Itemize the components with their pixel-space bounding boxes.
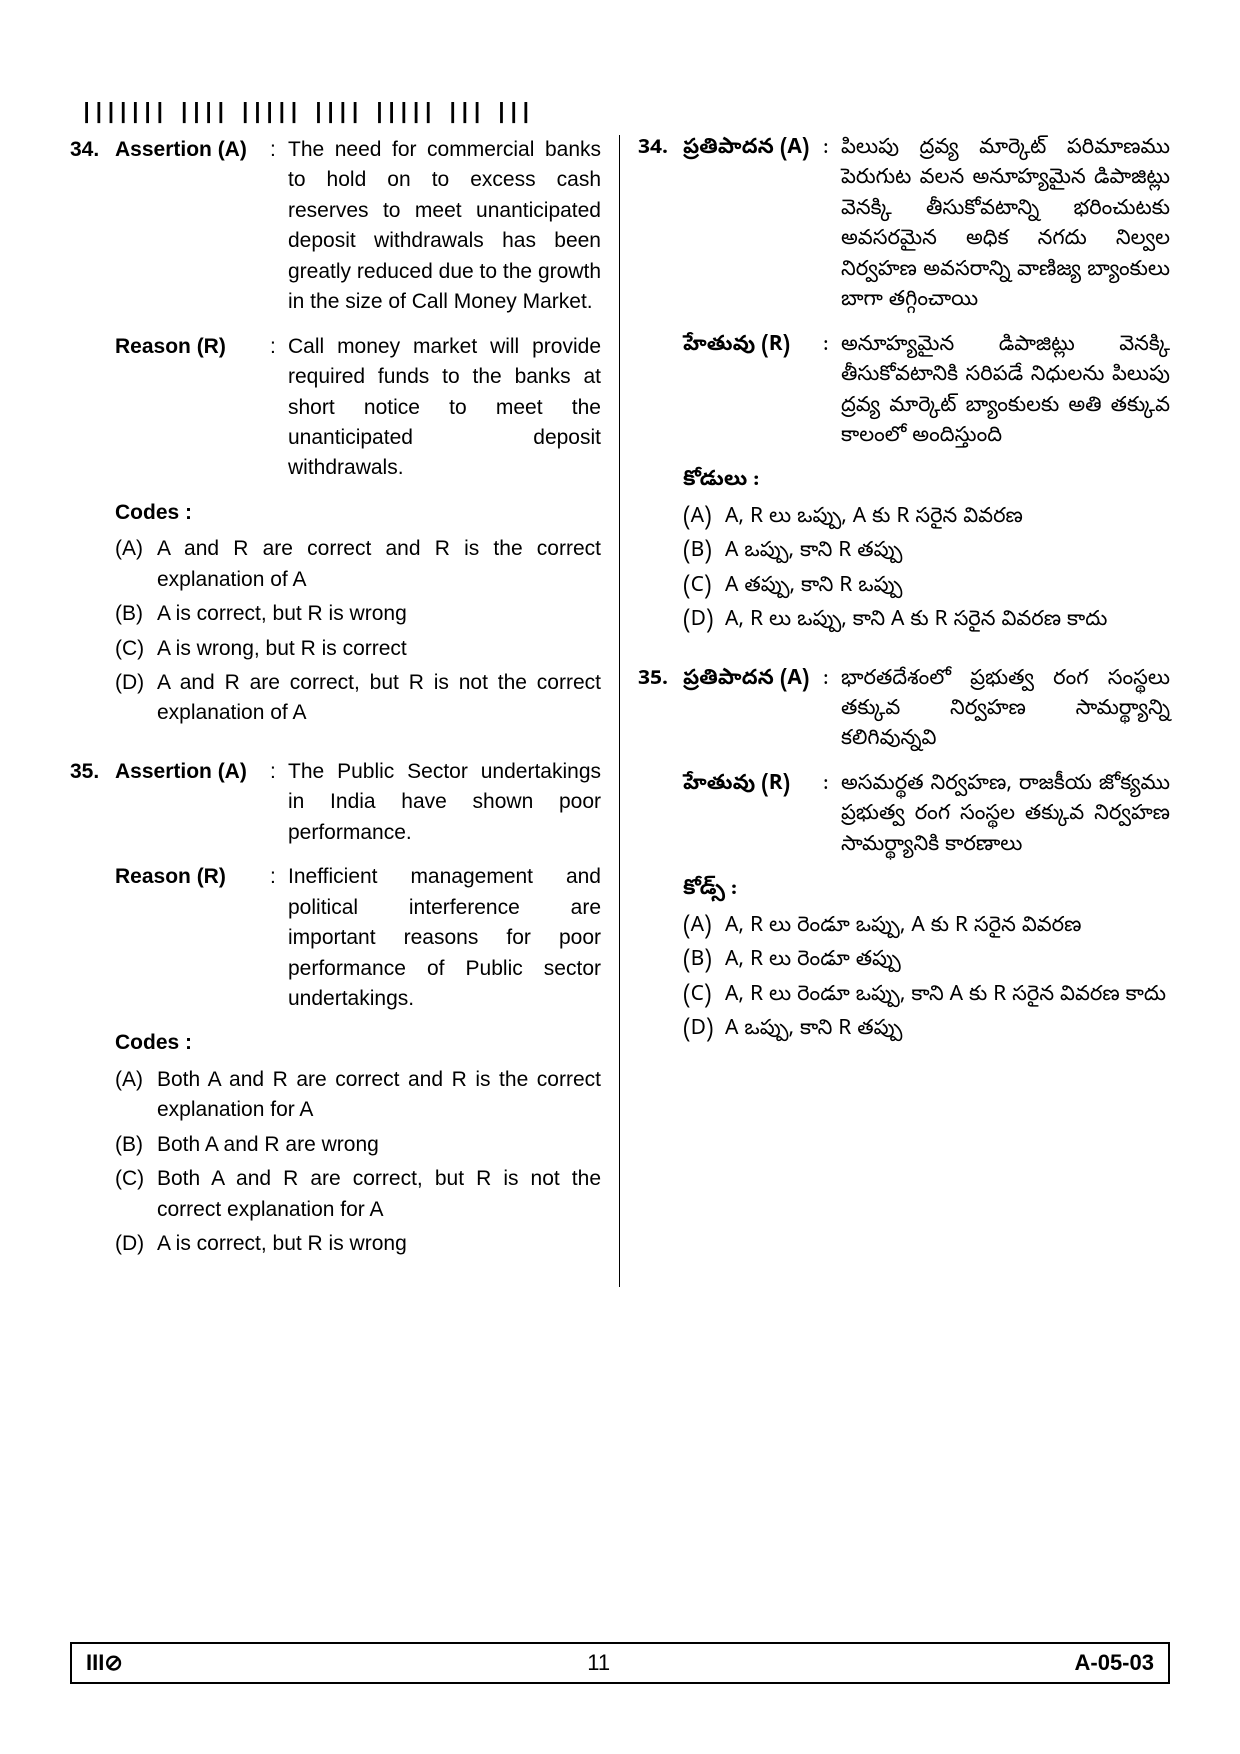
option-letter: (A) bbox=[683, 913, 725, 943]
assertion-text: The need for commercial banks to hold on… bbox=[288, 135, 601, 318]
colon: : bbox=[823, 135, 841, 318]
reason-text: అసమర్థత నిర్వహణ, రాజకీయ జోక్యము ప్రభుత్వ… bbox=[841, 771, 1170, 862]
question-number: 34. bbox=[70, 135, 115, 318]
assertion-text: The Public Sector undertakings in India … bbox=[288, 757, 601, 848]
option-text: A and R are correct, but R is not the co… bbox=[157, 668, 601, 729]
option-text: A, R లు ఒప్పు, కాని A కు R సరైన వివరణ కా… bbox=[725, 607, 1170, 637]
option-text: A is correct, but R is wrong bbox=[157, 599, 601, 629]
option-letter: (B) bbox=[683, 538, 725, 568]
option-b: (B)A, R లు రెండూ తప్పు bbox=[683, 947, 1170, 977]
reason-text: Inefficient management and political int… bbox=[288, 862, 601, 1014]
question-34-te: 34. ప్రతిపాదన (A) : పిలుపు ద్రవ్య మార్కె… bbox=[638, 135, 1170, 638]
codes-label: కోడులు : bbox=[683, 467, 1170, 497]
footer-page-number: 11 bbox=[587, 1650, 610, 1676]
option-text: A is correct, but R is wrong bbox=[157, 1229, 601, 1259]
option-text: A ఒప్పు, కాని R తప్పు bbox=[725, 538, 1170, 568]
option-d: (D)A is correct, but R is wrong bbox=[115, 1229, 601, 1259]
option-text: Both A and R are correct, but R is not t… bbox=[157, 1164, 601, 1225]
assertion-label: Assertion (A) bbox=[115, 757, 270, 848]
codes-label: కోడ్స్ : bbox=[683, 876, 1170, 906]
question-34-en: 34. Assertion (A) : The need for commerc… bbox=[70, 135, 601, 729]
colon: : bbox=[823, 771, 841, 862]
option-letter: (C) bbox=[115, 634, 157, 664]
reason-text: Call money market will provide required … bbox=[288, 332, 601, 484]
footer-left: III⊘ bbox=[86, 1650, 123, 1676]
question-number: 34. bbox=[638, 135, 683, 318]
option-text: Both A and R are wrong bbox=[157, 1130, 601, 1160]
assertion-label: Assertion (A) bbox=[115, 135, 270, 318]
option-letter: (A) bbox=[115, 534, 157, 595]
option-b: (B)A ఒప్పు, కాని R తప్పు bbox=[683, 538, 1170, 568]
option-a: (A)Both A and R are correct and R is the… bbox=[115, 1065, 601, 1126]
right-column: 34. ప్రతిపాదన (A) : పిలుపు ద్రవ్య మార్కె… bbox=[620, 135, 1170, 1287]
option-text: A ఒప్పు, కాని R తప్పు bbox=[725, 1016, 1170, 1046]
barcode: ||||||| |||| ||||| |||| ||||| ||| ||| bbox=[80, 100, 1170, 125]
option-text: A, R లు ఒప్పు, A కు R సరైన వివరణ bbox=[725, 504, 1170, 534]
option-a: (A)A and R are correct and R is the corr… bbox=[115, 534, 601, 595]
reason-label: హేతువు (R) bbox=[683, 771, 823, 862]
question-35-te: 35. ప్రతిపాదన (A) : భారతదేశంలో ప్రభుత్వ … bbox=[638, 666, 1170, 1047]
option-text: A, R లు రెండూ ఒప్పు, A కు R సరైన వివరణ bbox=[725, 913, 1170, 943]
option-text: A and R are correct and R is the correct… bbox=[157, 534, 601, 595]
option-c: (C)Both A and R are correct, but R is no… bbox=[115, 1164, 601, 1225]
option-letter: (B) bbox=[115, 599, 157, 629]
codes-label: Codes : bbox=[115, 498, 601, 528]
option-a: (A)A, R లు రెండూ ఒప్పు, A కు R సరైన వివర… bbox=[683, 913, 1170, 943]
option-letter: (C) bbox=[683, 982, 725, 1012]
option-letter: (D) bbox=[683, 1016, 725, 1046]
assertion-label: ప్రతిపాదన (A) bbox=[683, 135, 823, 318]
option-letter: (A) bbox=[115, 1065, 157, 1126]
option-letter: (D) bbox=[115, 1229, 157, 1259]
question-number: 35. bbox=[638, 666, 683, 757]
colon: : bbox=[823, 666, 841, 757]
option-text: A is wrong, but R is correct bbox=[157, 634, 601, 664]
colon: : bbox=[270, 862, 288, 1014]
option-letter: (A) bbox=[683, 504, 725, 534]
reason-label: Reason (R) bbox=[115, 332, 270, 484]
option-text: A, R లు రెండూ తప్పు bbox=[725, 947, 1170, 977]
question-35-en: 35. Assertion (A) : The Public Sector un… bbox=[70, 757, 601, 1260]
option-text: Both A and R are correct and R is the co… bbox=[157, 1065, 601, 1126]
reason-label: Reason (R) bbox=[115, 862, 270, 1014]
option-letter: (D) bbox=[683, 607, 725, 637]
option-letter: (C) bbox=[115, 1164, 157, 1225]
content-area: 34. Assertion (A) : The need for commerc… bbox=[70, 135, 1170, 1287]
option-letter: (B) bbox=[115, 1130, 157, 1160]
option-text: A తప్పు, కాని R ఒప్పు bbox=[725, 573, 1170, 603]
left-column: 34. Assertion (A) : The need for commerc… bbox=[70, 135, 620, 1287]
option-d: (D)A and R are correct, but R is not the… bbox=[115, 668, 601, 729]
option-c: (C)A, R లు రెండూ ఒప్పు, కాని A కు R సరైన… bbox=[683, 982, 1170, 1012]
option-b: (B)A is correct, but R is wrong bbox=[115, 599, 601, 629]
footer-right: A-05-03 bbox=[1075, 1650, 1154, 1676]
question-number: 35. bbox=[70, 757, 115, 848]
option-letter: (B) bbox=[683, 947, 725, 977]
option-a: (A)A, R లు ఒప్పు, A కు R సరైన వివరణ bbox=[683, 504, 1170, 534]
codes-label: Codes : bbox=[115, 1028, 601, 1058]
option-d: (D)A ఒప్పు, కాని R తప్పు bbox=[683, 1016, 1170, 1046]
option-b: (B)Both A and R are wrong bbox=[115, 1130, 601, 1160]
option-letter: (D) bbox=[115, 668, 157, 729]
option-text: A, R లు రెండూ ఒప్పు, కాని A కు R సరైన వి… bbox=[725, 982, 1170, 1012]
page-footer: III⊘ 11 A-05-03 bbox=[70, 1642, 1170, 1684]
assertion-text: భారతదేశంలో ప్రభుత్వ రంగ సంస్థలు తక్కువ న… bbox=[841, 666, 1170, 757]
colon: : bbox=[823, 332, 841, 454]
colon: : bbox=[270, 332, 288, 484]
option-d: (D)A, R లు ఒప్పు, కాని A కు R సరైన వివరణ… bbox=[683, 607, 1170, 637]
reason-label: హేతువు (R) bbox=[683, 332, 823, 454]
colon: : bbox=[270, 135, 288, 318]
assertion-label: ప్రతిపాదన (A) bbox=[683, 666, 823, 757]
option-c: (C)A తప్పు, కాని R ఒప్పు bbox=[683, 573, 1170, 603]
option-c: (C)A is wrong, but R is correct bbox=[115, 634, 601, 664]
assertion-text: పిలుపు ద్రవ్య మార్కెట్ పరిమాణము పెరుగుట … bbox=[841, 135, 1170, 318]
option-letter: (C) bbox=[683, 573, 725, 603]
colon: : bbox=[270, 757, 288, 848]
reason-text: అనూహ్యమైన డిపాజిట్లు వెనక్కి తీసుకోవటాని… bbox=[841, 332, 1170, 454]
